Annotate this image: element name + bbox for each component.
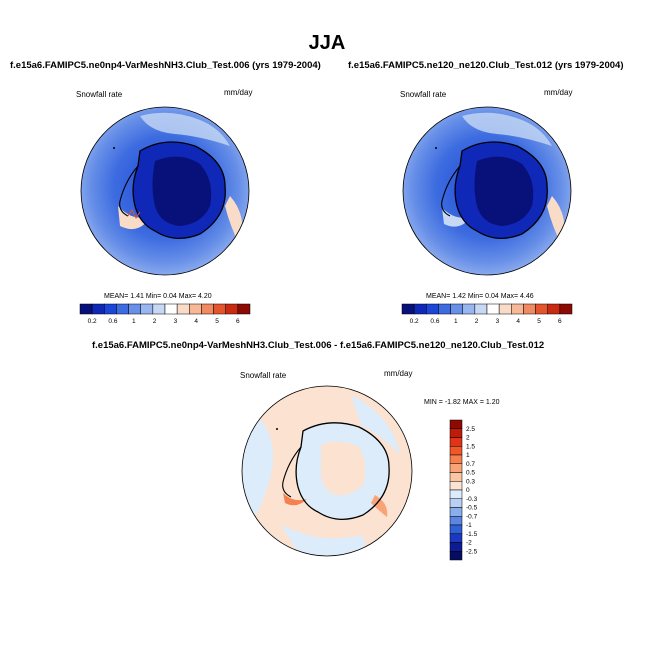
colorbar-swatch <box>426 303 439 315</box>
colorbar-swatch <box>401 303 415 315</box>
panel-2-map <box>402 106 572 276</box>
colorbar-label: -1 <box>466 522 472 529</box>
colorbar-label: 6 <box>236 318 240 325</box>
colorbar-swatch <box>449 454 463 464</box>
colorbar-swatch <box>176 303 190 315</box>
panel-2-title: f.e15a6.FAMIPC5.ne120_ne120.Club_Test.01… <box>348 60 624 71</box>
colorbar-label: 5 <box>215 318 219 325</box>
colorbar-label: 2 <box>466 435 470 442</box>
colorbar-label: -2 <box>466 540 472 547</box>
colorbar-label: 2 <box>475 318 479 325</box>
colorbar-label: 0.3 <box>466 478 475 485</box>
panel-2-variable: Snowfall rate <box>400 90 447 99</box>
colorbar-label: 2.5 <box>466 426 475 433</box>
colorbar-label: -1.5 <box>466 531 478 538</box>
colorbar-label: 0.7 <box>466 461 475 468</box>
colorbar-swatch <box>128 303 141 315</box>
colorbar-swatch <box>498 303 512 315</box>
colorbar-swatch <box>152 303 166 315</box>
colorbar-swatch <box>449 419 463 429</box>
panel-3-variable: Snowfall rate <box>240 371 287 380</box>
colorbar-swatch <box>413 303 427 315</box>
colorbar-label: 0.2 <box>88 318 97 325</box>
colorbar-swatch <box>140 303 154 315</box>
colorbar-label: -2.5 <box>466 548 478 555</box>
colorbar-swatch <box>449 516 463 526</box>
colorbar-label: -0.5 <box>466 505 478 512</box>
colorbar-label: -0.3 <box>466 496 478 503</box>
colorbar-swatch <box>449 489 463 499</box>
panel-1-stats: MEAN= 1.41 Min= 0.04 Max= 4.20 <box>104 293 212 300</box>
colorbar-label: 0 <box>466 487 470 494</box>
panel-3-colorbar: 2.5 21.5 1 0.7 0.50.3 0 -0.3 -0.5-0.7 -1 -1.5 -2-2… <box>449 419 478 561</box>
panel-3-units: mm/day <box>384 369 413 378</box>
panel-2-units: mm/day <box>544 88 573 97</box>
colorbar-swatch <box>91 303 105 315</box>
colorbar-label: 1 <box>466 452 470 459</box>
colorbar-swatch <box>164 303 178 315</box>
colorbar-label: 0.6 <box>430 318 439 325</box>
colorbar-swatch <box>438 303 451 315</box>
colorbar-swatch <box>511 303 524 315</box>
colorbar-label: 1.5 <box>466 443 475 450</box>
colorbar-label: 0.5 <box>466 470 475 477</box>
colorbar-swatch <box>474 303 488 315</box>
panel-2-colorbar: 0.2 0.6 1 2 3 4 5 6 <box>401 303 573 325</box>
colorbar-swatch <box>449 446 463 456</box>
colorbar-label: 5 <box>537 318 541 325</box>
colorbar-swatch <box>523 303 536 315</box>
colorbar-swatch <box>449 507 463 517</box>
colorbar-swatch <box>559 303 573 315</box>
colorbar-label: 0.6 <box>108 318 117 325</box>
colorbar-swatch <box>449 524 463 534</box>
colorbar-label: 0.2 <box>410 318 419 325</box>
panel-3-title: f.e15a6.FAMIPC5.ne0np4-VarMeshNH3.Club_T… <box>92 340 545 351</box>
colorbar-swatch <box>449 551 463 561</box>
colorbar-swatch <box>449 542 463 552</box>
colorbar-label: 4 <box>194 318 198 325</box>
page-title: JJA <box>308 32 346 54</box>
colorbar-swatch <box>547 303 561 315</box>
colorbar-swatch <box>189 303 202 315</box>
panel-2-stats: MEAN= 1.42 Min= 0.04 Max= 4.46 <box>426 293 534 300</box>
panel-1-title: f.e15a6.FAMIPC5.ne0np4-VarMeshNH3.Club_T… <box>10 60 321 71</box>
panel-1-map <box>80 106 250 276</box>
colorbar-swatch <box>225 303 239 315</box>
panel-1-variable: Snowfall rate <box>76 90 123 99</box>
colorbar-swatch <box>449 428 463 438</box>
colorbar-label: 6 <box>558 318 562 325</box>
colorbar-label: 1 <box>132 318 136 325</box>
colorbar-swatch <box>104 303 117 315</box>
colorbar-label: 3 <box>496 318 500 325</box>
colorbar-swatch <box>449 463 463 473</box>
colorbar-label: -0.7 <box>466 513 478 520</box>
colorbar-label: 2 <box>153 318 157 325</box>
colorbar-swatch <box>486 303 500 315</box>
colorbar-label: 1 <box>454 318 458 325</box>
colorbar-swatch <box>449 533 463 543</box>
colorbar-label: 4 <box>516 318 520 325</box>
colorbar-swatch <box>213 303 226 315</box>
panel-3-map <box>241 385 413 557</box>
colorbar-swatch <box>116 303 129 315</box>
colorbar-swatch <box>79 303 93 315</box>
colorbar-label: 3 <box>174 318 178 325</box>
panel-3-stats: MIN = -1.82 MAX = 1.20 <box>424 399 500 406</box>
colorbar-swatch <box>449 472 463 482</box>
colorbar-swatch <box>462 303 476 315</box>
colorbar-swatch <box>237 303 251 315</box>
colorbar-swatch <box>449 481 463 491</box>
colorbar-swatch <box>449 437 463 447</box>
colorbar-swatch <box>535 303 548 315</box>
panel-1-colorbar: 0.2 0.6 1 2 3 4 5 6 <box>79 303 251 325</box>
panel-1-units: mm/day <box>224 88 253 97</box>
colorbar-swatch <box>450 303 463 315</box>
colorbar-swatch <box>449 498 463 508</box>
colorbar-swatch <box>201 303 214 315</box>
